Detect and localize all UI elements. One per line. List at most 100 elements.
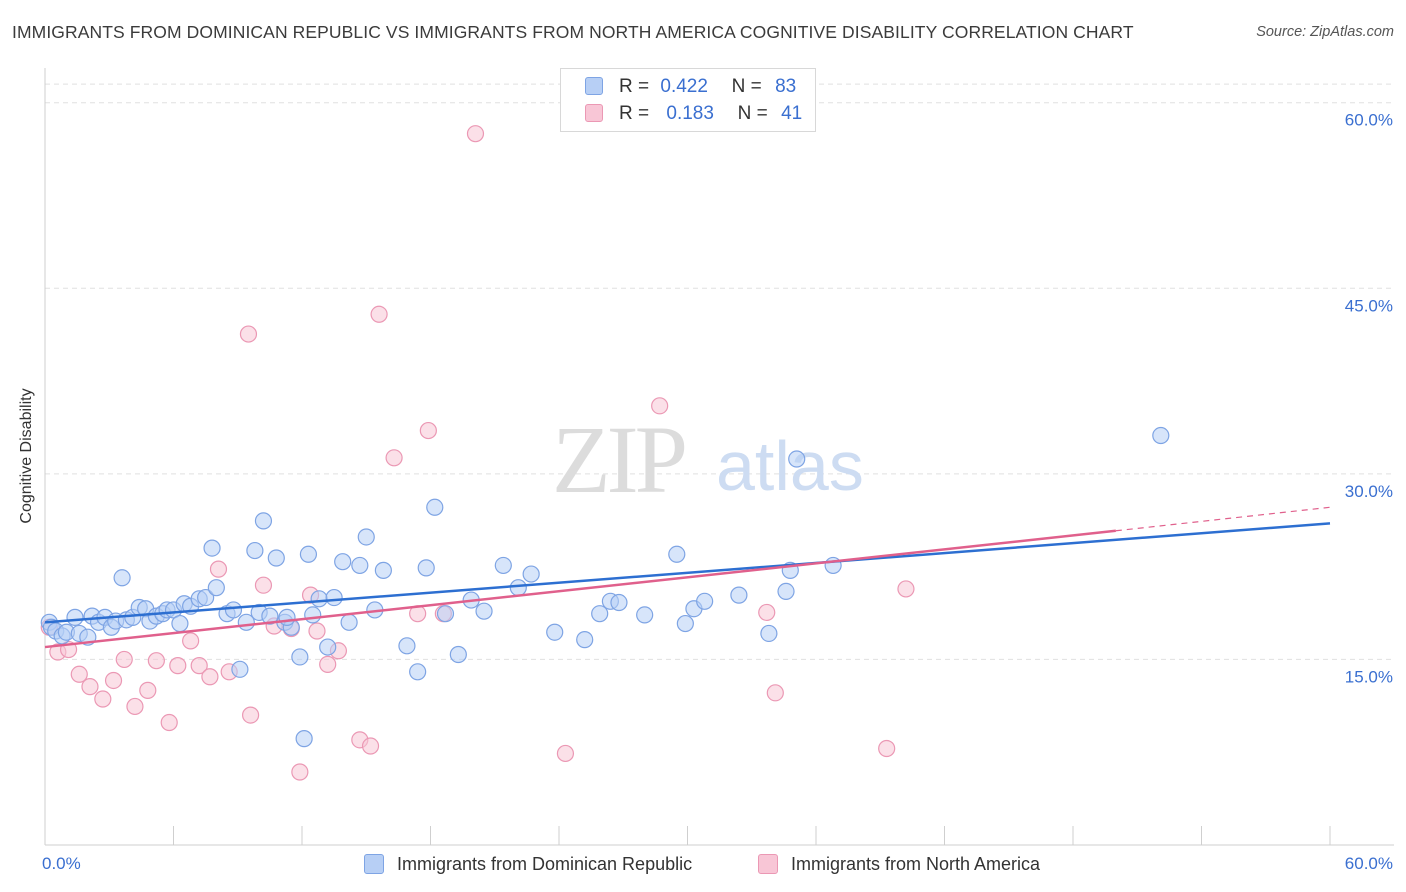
chart-title: IMMIGRANTS FROM DOMINICAN REPUBLIC VS IM… xyxy=(12,22,1134,42)
pink-point xyxy=(758,603,776,622)
blue-point xyxy=(224,601,243,619)
blue-point xyxy=(636,606,654,624)
pink-point xyxy=(466,125,485,143)
blue-point xyxy=(113,569,131,587)
blue-point xyxy=(610,593,628,612)
bottom-legend-label: Immigrants from Dominican Republic xyxy=(397,853,693,874)
pink-point xyxy=(556,744,575,763)
pink-point xyxy=(147,652,165,670)
correlation-legend: R = 0.422 N = 83 R = 0.183 N = 41 xyxy=(560,68,816,132)
blue-point xyxy=(66,608,84,626)
blue-point xyxy=(374,561,392,579)
trend-line-north-america xyxy=(44,529,1116,649)
blue-point xyxy=(295,730,313,748)
blue-point xyxy=(777,582,795,600)
y-axis-label: Cognitive Disability xyxy=(18,388,35,524)
pink-point xyxy=(104,671,123,690)
legend-r-label: R = xyxy=(619,103,650,124)
pink-point xyxy=(190,657,208,675)
blue-point xyxy=(1152,426,1170,445)
bottom-legend-north-america: Immigrants from North America xyxy=(758,852,1040,876)
pink-point xyxy=(169,657,187,675)
blue-point xyxy=(788,450,806,468)
pink-point xyxy=(209,560,228,578)
pink-point xyxy=(370,305,388,323)
blue-point xyxy=(291,648,309,666)
pink-point xyxy=(766,684,784,702)
pink-point xyxy=(139,681,157,699)
bottom-legend-label: Immigrants from North America xyxy=(791,853,1041,874)
pink-point xyxy=(897,580,915,598)
x-tick-label: 0.0% xyxy=(42,854,81,873)
blue-point xyxy=(351,556,369,575)
blue-point xyxy=(304,606,322,624)
blue-point xyxy=(310,590,328,608)
legend-r-value: 0.422 xyxy=(660,76,708,97)
blue-point xyxy=(760,624,778,643)
blue-point xyxy=(696,592,714,610)
blue-point xyxy=(325,588,343,607)
blue-point xyxy=(340,613,358,631)
y-tick-label: 60.0% xyxy=(1345,111,1393,130)
blue-point xyxy=(319,638,337,656)
trend-line-north-america-extension xyxy=(1115,506,1331,532)
legend-n-value: 83 xyxy=(775,76,797,97)
bottom-legend-swatch-blue xyxy=(364,854,384,874)
blue-point xyxy=(436,605,455,623)
blue-point xyxy=(676,614,694,633)
pink-point xyxy=(239,325,258,343)
legend-n-value: 41 xyxy=(781,103,803,124)
blue-point xyxy=(261,607,279,625)
y-tick-label: 45.0% xyxy=(1345,296,1393,315)
blue-point xyxy=(398,637,416,655)
pink-point xyxy=(182,632,200,650)
x-tick-label: 60.0% xyxy=(1345,854,1393,873)
legend-r-value: 0.183 xyxy=(666,103,714,124)
blue-point xyxy=(509,579,527,597)
source-label: Source: ZipAtlas.com xyxy=(1256,24,1394,40)
blue-point xyxy=(334,553,352,571)
pink-point xyxy=(385,449,403,467)
legend-n-label: N = xyxy=(737,103,768,124)
blue-point xyxy=(267,549,285,567)
blue-point xyxy=(449,645,467,664)
blue-point xyxy=(494,556,512,575)
legend-n-label: N = xyxy=(731,76,762,97)
pink-point xyxy=(115,650,133,669)
blue-point xyxy=(207,579,225,597)
blue-point xyxy=(171,614,189,633)
blue-point xyxy=(197,588,215,607)
pink-point xyxy=(651,397,669,415)
blue-point xyxy=(254,512,273,530)
pink-point xyxy=(319,655,337,673)
blue-point xyxy=(668,545,686,563)
blue-point xyxy=(417,559,435,577)
blue-point xyxy=(591,605,609,623)
legend-r-label: R = xyxy=(619,76,650,97)
blue-point xyxy=(357,528,375,546)
legend-swatch-pink xyxy=(585,104,603,122)
blue-point xyxy=(231,660,249,678)
blue-point xyxy=(426,498,444,516)
blue-point xyxy=(246,541,264,560)
y-tick-label: 15.0% xyxy=(1345,667,1393,686)
blue-point xyxy=(299,545,318,563)
watermark-zip: ZIP xyxy=(552,406,685,513)
legend-row-dominican: R = 0.422 N = 83 xyxy=(585,75,797,99)
blue-point xyxy=(522,565,540,583)
bottom-legend-swatch-pink xyxy=(758,854,778,874)
pink-point xyxy=(201,668,219,686)
pink-point xyxy=(254,576,273,594)
blue-point xyxy=(475,602,493,620)
blue-point xyxy=(203,539,221,557)
pink-point xyxy=(160,713,178,732)
pink-point xyxy=(70,665,88,683)
pink-point xyxy=(878,739,896,758)
watermark-atlas: atlas xyxy=(716,427,864,505)
blue-point xyxy=(278,608,296,626)
pink-point xyxy=(308,622,326,640)
blue-point xyxy=(730,586,748,604)
pink-point xyxy=(419,421,437,440)
trend-line-dominican xyxy=(44,522,1331,624)
